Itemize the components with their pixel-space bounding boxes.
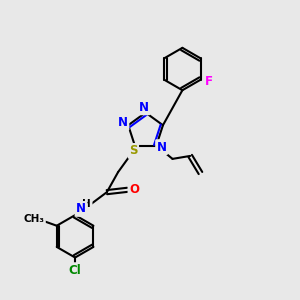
Text: N: N [118, 116, 128, 129]
Text: N: N [157, 141, 166, 154]
Text: CH₃: CH₃ [23, 214, 44, 224]
Text: O: O [129, 183, 139, 196]
Text: Cl: Cl [69, 264, 82, 277]
Text: S: S [129, 144, 138, 158]
Text: H: H [82, 199, 91, 208]
Text: N: N [76, 202, 86, 215]
Text: F: F [205, 75, 213, 88]
Text: N: N [139, 101, 149, 114]
